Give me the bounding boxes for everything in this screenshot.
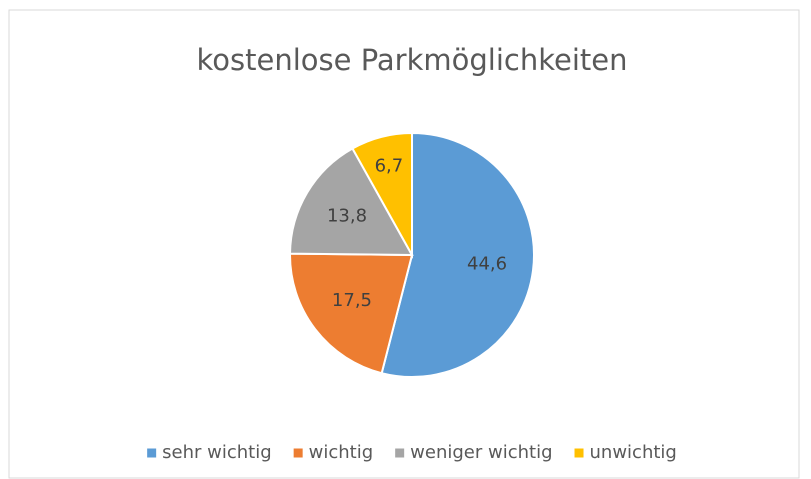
legend-label: wichtig [309, 442, 374, 463]
pie-slice [351, 131, 413, 259]
legend-label: unwichtig [590, 442, 677, 463]
pie-slice [380, 131, 535, 378]
legend-swatch [395, 448, 405, 458]
data-label: 17,5 [332, 290, 372, 311]
chart-title: kostenlose Parkmöglichkeiten [197, 43, 628, 77]
legend-swatch [574, 448, 584, 458]
legend-label: weniger wichtig [410, 442, 552, 463]
legend-swatch [293, 448, 303, 458]
data-label: 6,7 [375, 155, 404, 176]
legend-swatch [147, 448, 157, 458]
pie-slice [289, 252, 414, 375]
legend-label: sehr wichtig [162, 442, 272, 463]
pie-slice [288, 147, 414, 257]
data-label: 13,8 [327, 205, 367, 226]
data-label: 44,6 [467, 253, 507, 274]
